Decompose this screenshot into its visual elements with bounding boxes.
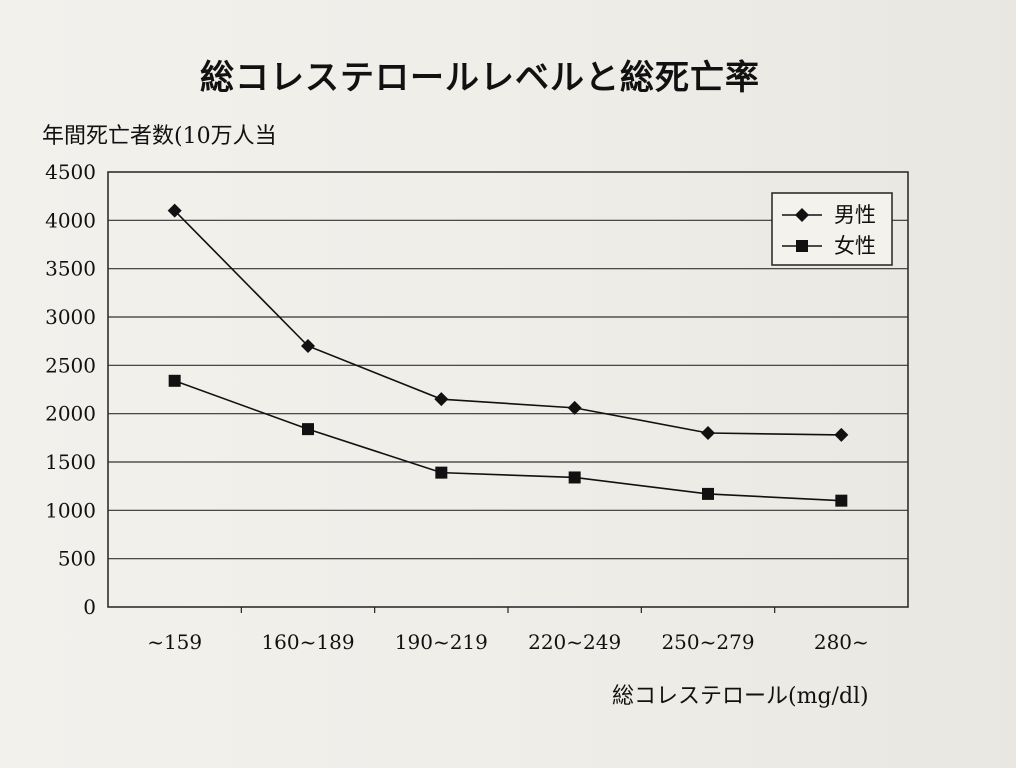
y-tick-label: 4000 [45, 208, 96, 232]
x-axis-label: 総コレステロール(mg/dl) [612, 684, 869, 709]
data-point [302, 423, 314, 436]
data-point [301, 339, 315, 353]
series-2 [168, 374, 848, 507]
series-line [174, 210, 842, 436]
legend-marker [796, 240, 808, 252]
data-point [701, 426, 715, 440]
x-tick-label: ~159 [147, 630, 202, 654]
series-group [167, 203, 849, 507]
y-tick-label: 3500 [45, 257, 96, 281]
x-tick-label: 280~ [814, 630, 869, 654]
series-line [174, 380, 842, 502]
data-point [167, 203, 182, 218]
y-tick-label: 2000 [45, 402, 96, 426]
y-axis-label: 年間死亡者数(10万人当 [42, 124, 277, 149]
y-tick-label: 1500 [45, 450, 96, 474]
x-tick-label: 250~279 [661, 630, 754, 654]
y-tick-label: 500 [58, 547, 96, 571]
x-tick-label: 220~249 [528, 630, 621, 654]
grid-lines [108, 219, 908, 613]
data-point [834, 427, 849, 442]
data-point [835, 494, 848, 507]
legend-box [771, 192, 893, 266]
data-point [702, 487, 714, 500]
y-tick-label: 4500 [45, 160, 96, 184]
data-point [168, 374, 181, 387]
x-tick-labels: ~159 160~189 190~219 220~249 250~279 280~ [147, 630, 869, 654]
y-tick-label: 1000 [45, 498, 96, 522]
y-tick-labels: 0 500 1000 1500 2000 2500 3000 3500 4000 4500 [45, 160, 96, 619]
y-tick-label: 2500 [45, 353, 96, 377]
x-tick-label: 190~219 [395, 630, 488, 654]
data-point [434, 392, 449, 407]
data-point [435, 466, 448, 479]
chart-title: 総コレステロールレベルと総死亡率 [200, 58, 760, 98]
legend-marker [795, 208, 809, 222]
legend-label: 女性 [834, 234, 876, 258]
y-tick-label: 3000 [45, 305, 96, 329]
legend-label: 男性 [834, 203, 876, 227]
series-1 [167, 203, 849, 442]
data-point [567, 400, 582, 415]
data-point [568, 471, 581, 484]
x-tick-label: 160~189 [261, 630, 354, 654]
y-tick-label: 0 [83, 595, 96, 619]
